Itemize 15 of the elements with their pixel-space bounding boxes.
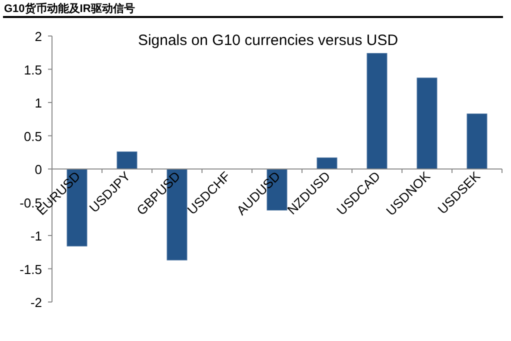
y-tick-label: -1 bbox=[30, 228, 42, 244]
bar bbox=[316, 157, 338, 170]
bar bbox=[366, 53, 388, 170]
chart-title: G10货币动能及IR驱动信号 bbox=[4, 2, 135, 15]
y-tick-label: 2 bbox=[34, 29, 42, 44]
bar bbox=[466, 114, 488, 170]
y-tick-label: 0.5 bbox=[24, 128, 42, 144]
bar bbox=[116, 151, 138, 170]
y-tick-label: -1.5 bbox=[20, 262, 42, 277]
chart-subtitle: Signals on G10 currencies versus USD bbox=[138, 32, 398, 49]
y-tick-label: 0 bbox=[34, 162, 42, 177]
y-tick-label: -2 bbox=[30, 295, 42, 310]
y-tick-label: 1 bbox=[34, 96, 42, 110]
bar bbox=[416, 78, 438, 170]
y-tick-label: 1.5 bbox=[24, 62, 42, 78]
